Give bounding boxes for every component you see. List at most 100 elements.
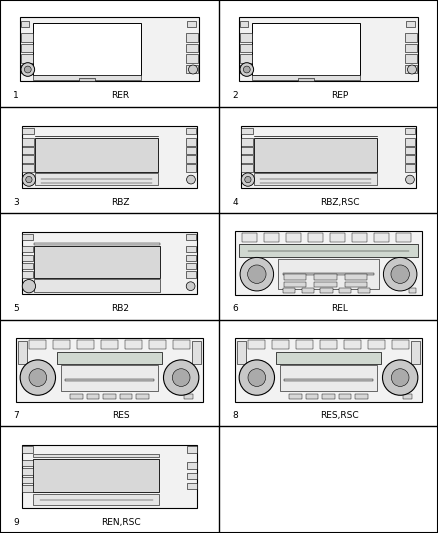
Text: 4: 4 [232,198,238,207]
Bar [186,65,198,74]
Bar [186,138,196,146]
Circle shape [21,63,35,76]
Bar [35,138,158,172]
Bar [186,44,198,52]
Bar [241,164,253,172]
Bar [22,246,33,253]
Text: RER: RER [111,91,130,100]
Bar [239,17,418,81]
Bar [236,231,421,295]
Bar [284,379,373,381]
Bar [239,244,418,257]
Bar [330,233,345,242]
Bar [241,138,253,146]
Circle shape [244,66,250,73]
Bar [368,341,385,350]
Bar [187,473,197,479]
Bar [186,271,196,278]
Bar [406,21,415,27]
Text: 9: 9 [13,518,19,527]
Bar [321,288,332,293]
Bar [120,393,132,399]
Bar [314,274,336,280]
Text: 1: 1 [13,91,19,100]
Circle shape [20,360,56,395]
Bar [186,255,196,261]
Bar [403,393,412,399]
Bar [192,341,201,364]
Bar [276,352,381,364]
Circle shape [186,282,195,290]
Bar [242,233,258,242]
Circle shape [248,369,266,386]
Circle shape [25,66,31,73]
Bar [322,393,335,399]
Circle shape [382,360,418,395]
Bar [33,458,159,492]
Circle shape [407,65,417,74]
Bar [314,281,336,287]
Bar [33,454,159,457]
Bar [252,75,360,80]
Bar [236,338,421,402]
Bar [18,341,27,364]
Bar [405,54,417,63]
Circle shape [240,63,254,76]
Bar [186,34,198,42]
Bar [65,379,154,381]
Bar [356,393,368,399]
Bar [22,234,33,240]
Bar [405,156,415,163]
Bar [22,477,32,483]
Bar [186,147,196,154]
Bar [22,263,33,269]
Bar [149,341,166,350]
Bar [33,494,159,505]
Bar [241,156,253,163]
Bar [240,34,252,42]
Bar [186,246,196,253]
Bar [20,17,199,81]
Bar [284,274,307,280]
Bar [187,447,197,453]
Bar [34,279,160,292]
Bar [22,164,34,172]
Bar [33,75,141,80]
Circle shape [391,265,410,284]
Bar [22,126,197,188]
Bar [254,173,377,185]
Bar [186,54,198,63]
Bar [240,54,252,63]
Bar [21,34,33,42]
Bar [405,147,415,154]
Circle shape [239,360,275,395]
Bar [358,288,370,293]
Circle shape [188,65,198,74]
Bar [240,21,248,27]
Bar [240,65,252,74]
Bar [405,44,417,52]
Bar [173,341,190,350]
Bar [186,263,196,269]
Bar [33,23,141,75]
Bar [70,393,82,399]
Text: RB2: RB2 [111,304,130,313]
Bar [272,341,289,350]
Bar [254,138,377,172]
Text: 6: 6 [232,304,238,313]
Circle shape [163,360,199,395]
Bar [22,147,34,154]
Bar [137,393,149,399]
Bar [409,288,416,293]
Bar [278,259,379,289]
Bar [186,164,196,172]
Bar [252,23,360,75]
Bar [345,274,367,280]
Bar [302,288,314,293]
Bar [61,366,158,391]
Text: RES,RSC: RES,RSC [320,411,359,420]
Bar [405,65,417,74]
Text: 5: 5 [13,304,19,313]
Circle shape [391,369,409,386]
Bar [241,126,416,188]
